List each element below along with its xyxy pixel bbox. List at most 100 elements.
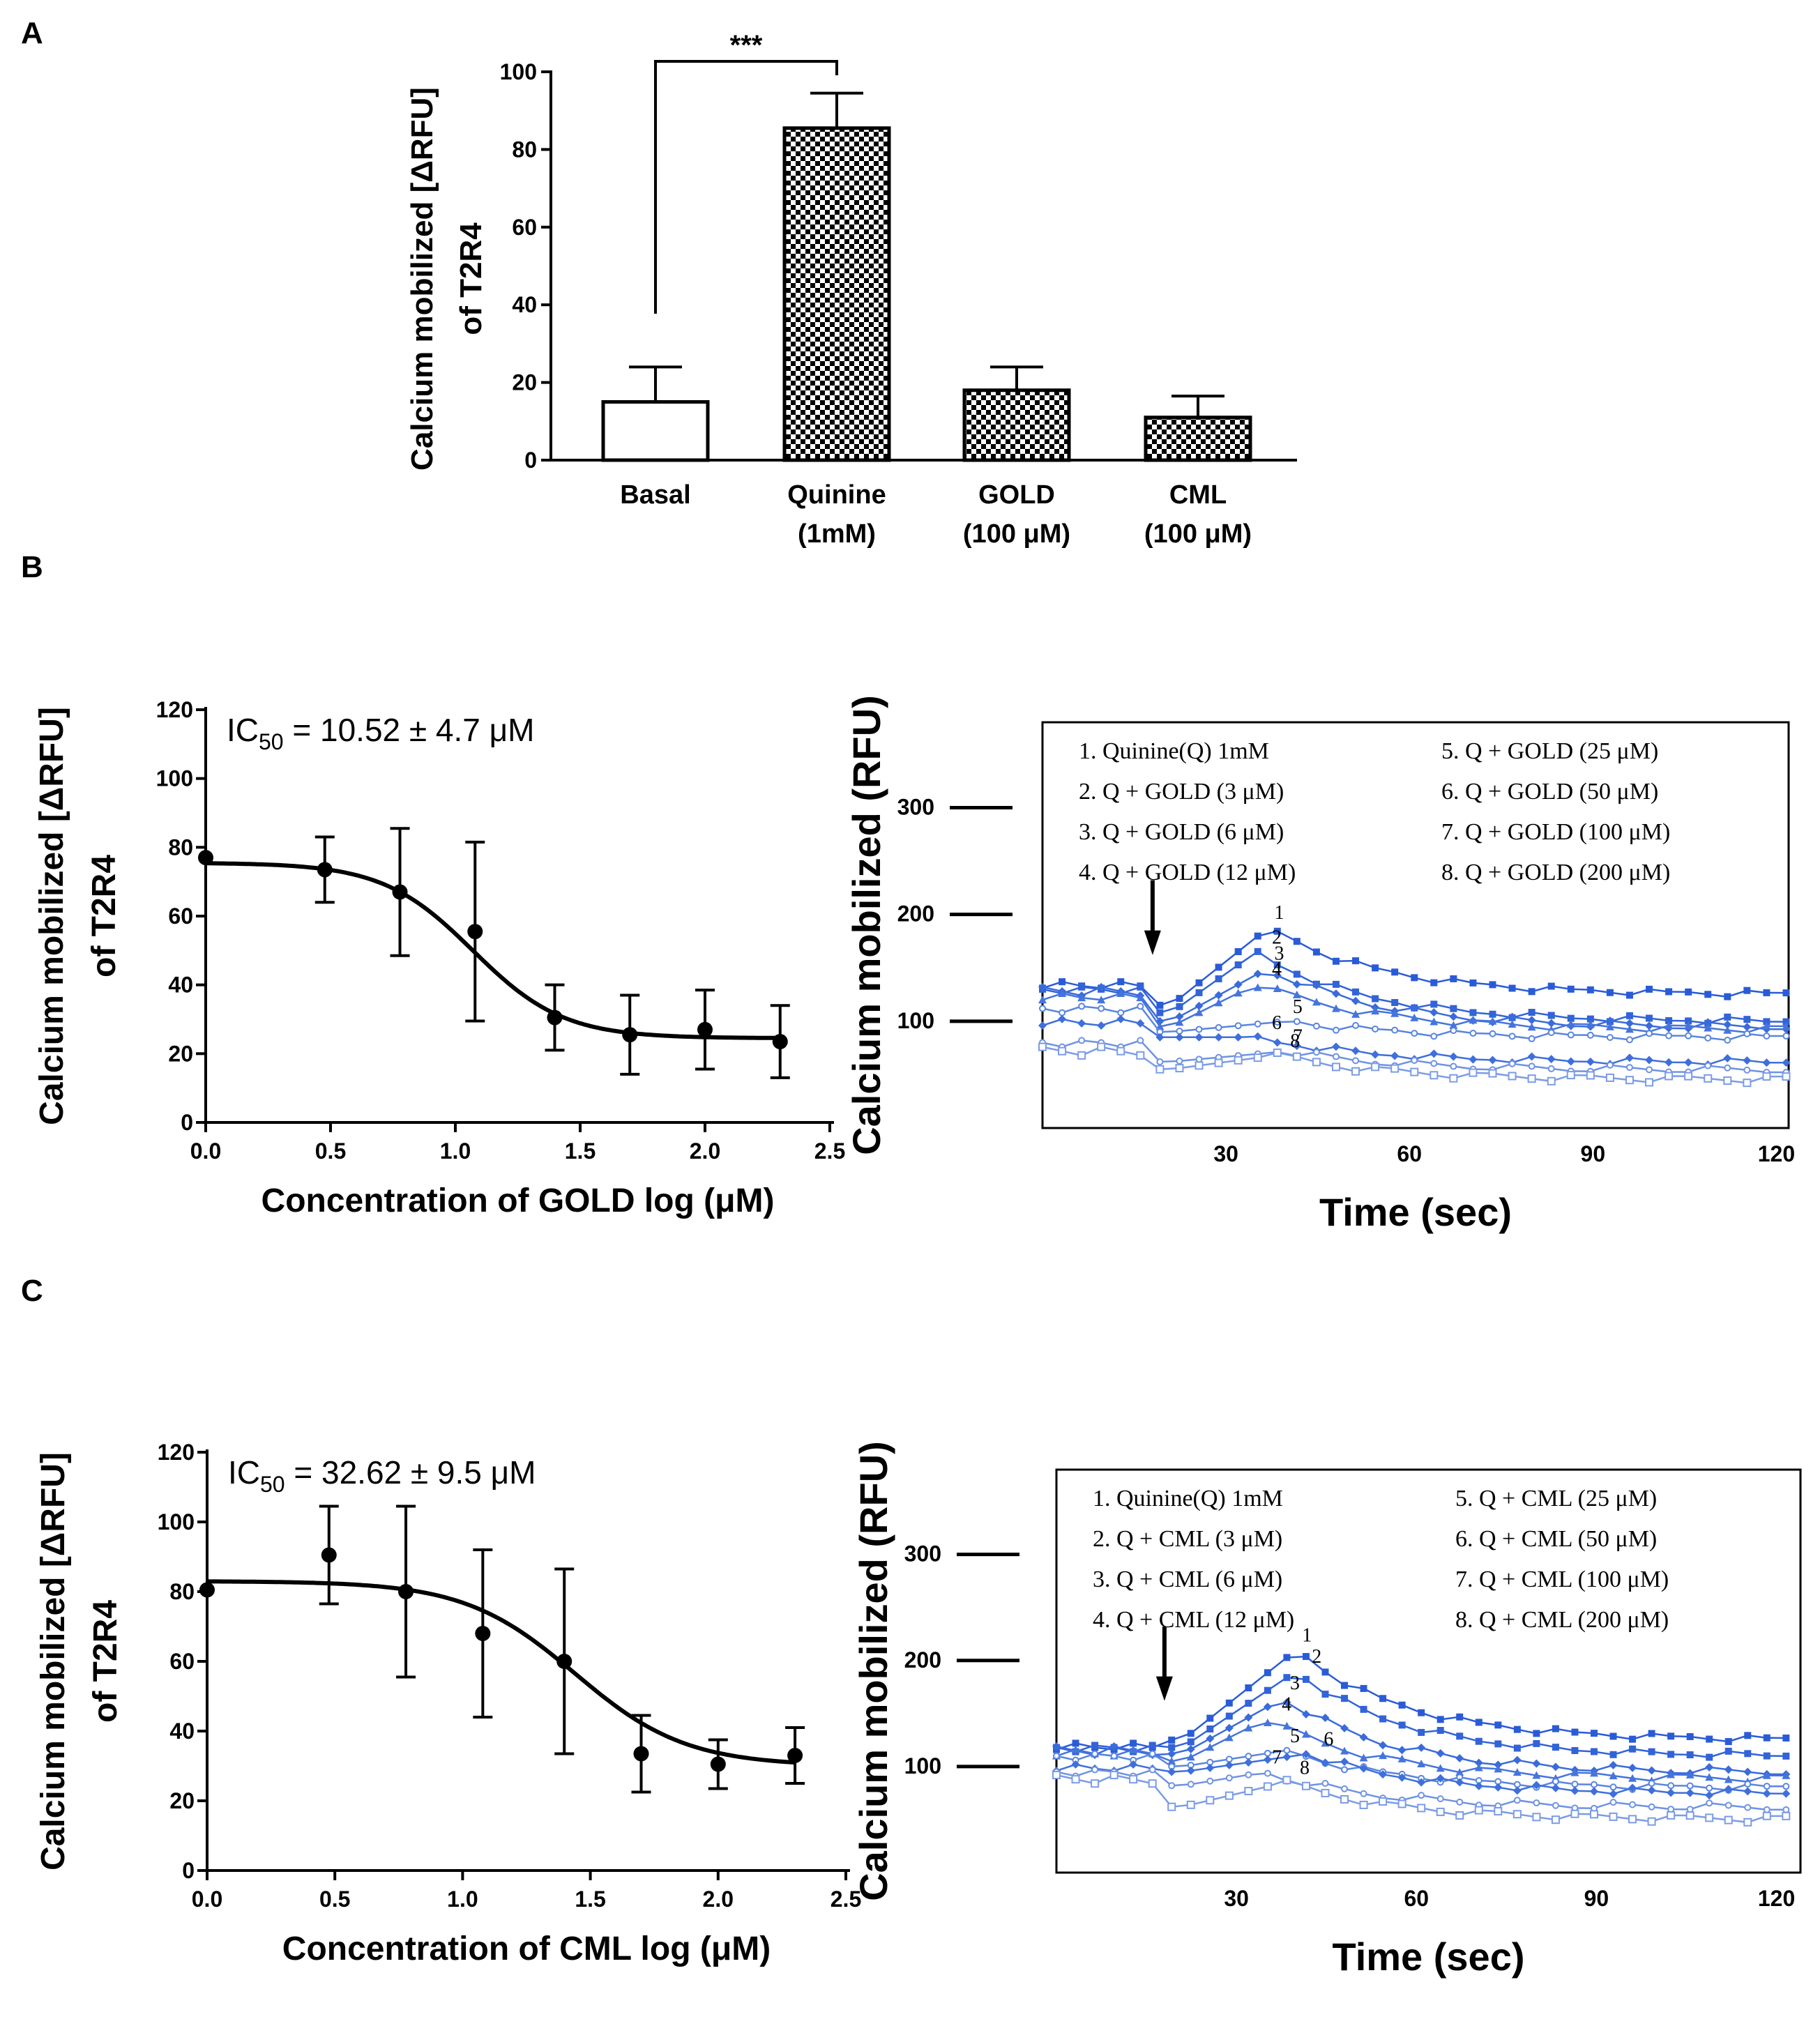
fit-curve [205,861,780,1040]
trace-label-1: 1 [1302,1625,1312,1647]
trace-marker [1647,1817,1656,1826]
trace-marker [1532,1771,1541,1779]
trace-marker [1763,1734,1770,1742]
trace-marker [1371,1062,1380,1072]
y-tick-label: 20 [169,1788,195,1813]
trace-marker [1762,1789,1771,1798]
trace-marker [1175,1012,1184,1021]
trace-marker [1411,974,1418,982]
trace-marker [1684,1072,1693,1081]
trace-marker [1586,1071,1595,1080]
trace-marker [1609,1772,1618,1780]
trace-marker [1282,1698,1291,1707]
trace-marker [1508,1012,1517,1021]
trace-marker [1058,989,1067,998]
trace-marker [1116,1014,1125,1023]
legend-entry: 8. Q + GOLD (200 μM) [1441,860,1670,885]
data-point [199,1582,215,1598]
trace-marker [1664,1072,1674,1081]
trace-marker [1129,1745,1138,1753]
x-tick-label: 1.5 [565,1138,596,1164]
trace-marker [1743,1016,1751,1023]
trace-marker [1253,983,1262,991]
trace-marker [1301,1781,1310,1790]
legend-entry: 4. Q + GOLD (12 μM) [1079,860,1296,885]
trace-marker [1532,1759,1541,1768]
trace-marker [1494,1807,1503,1816]
trace-marker [1667,1770,1676,1778]
trace-marker [1567,985,1575,993]
trace-marker [1352,1057,1360,1065]
trace-marker [1533,1739,1540,1747]
trace-marker [1665,1032,1673,1039]
trace-marker [1684,1021,1693,1030]
trace-marker [1646,1066,1653,1074]
y-tick-label: 40 [512,292,537,317]
trace-marker [1648,1779,1655,1787]
trace-marker [1590,1748,1598,1755]
trace-marker [1609,1732,1617,1740]
trace-marker [1705,1791,1714,1800]
plot-frame [1041,721,1790,1129]
trace-marker [1341,1766,1349,1774]
trace-marker [1628,1783,1637,1792]
trace-marker [1379,1741,1388,1750]
trace-marker [1038,1042,1047,1051]
trace-marker [1449,1052,1458,1061]
trace-marker [1628,1774,1637,1782]
trace-marker [1097,1042,1106,1051]
trace-marker [1646,985,1653,993]
trace-marker [1234,1033,1243,1042]
x-tick-label: 120 [1758,1141,1795,1166]
trace-label-4: 4 [1272,959,1282,980]
trace-marker [1474,1806,1483,1815]
trace-marker [1665,988,1673,996]
trace-marker [1782,1734,1790,1742]
trace-marker [1206,1796,1215,1805]
trace-marker [1488,1069,1497,1078]
trace-marker [1038,1021,1047,1030]
trace-marker [1417,1743,1426,1752]
trace-marker [1762,1058,1771,1067]
x-tick-label: 30 [1224,1886,1249,1911]
trace-marker [1332,980,1340,988]
trace-marker [1195,1001,1204,1010]
trace-marker [1547,1055,1556,1064]
trace-label-5: 5 [1293,996,1303,1018]
trace-marker [1254,947,1261,955]
trace-marker [1430,1049,1439,1058]
trace-marker [1469,1016,1478,1024]
trace-marker [1532,1813,1541,1822]
trace-marker [1629,1801,1637,1808]
trace-marker [1341,1785,1349,1792]
trace-marker [1494,1783,1503,1792]
trace-marker [1704,1062,1712,1069]
trace-marker [1456,1732,1464,1740]
trace-marker [1058,1014,1067,1023]
data-point [475,1626,491,1641]
trace-marker [1418,1709,1425,1716]
data-point [787,1748,803,1763]
data-point [547,1010,563,1026]
trace-marker [1341,1682,1349,1689]
y-axis-title-2: of T2R4 [87,1600,124,1723]
trace-marker [1724,1775,1733,1783]
trace-marker [1253,969,1262,978]
trace-marker [1723,1020,1732,1029]
trace-marker [1168,1744,1176,1751]
trace-marker [1176,1057,1183,1065]
y-tick-label: 100 [158,1509,195,1534]
trace-marker [1512,1810,1522,1819]
trace-marker [1059,1009,1066,1016]
y-axis-title: Calcium mobilized (RFU) [851,1441,895,1901]
trace-marker [1686,1751,1694,1759]
trace-marker [1724,993,1731,1000]
trace-marker [1605,1016,1614,1026]
legend-entry: 2. Q + CML (3 μM) [1093,1526,1282,1552]
y-tick-label: 200 [904,1647,941,1673]
trace-marker [1455,1778,1464,1787]
trace-marker [1136,1051,1145,1060]
trace-marker [1528,1062,1535,1070]
trace-marker [1321,1739,1330,1747]
trace-marker [1379,1751,1388,1760]
